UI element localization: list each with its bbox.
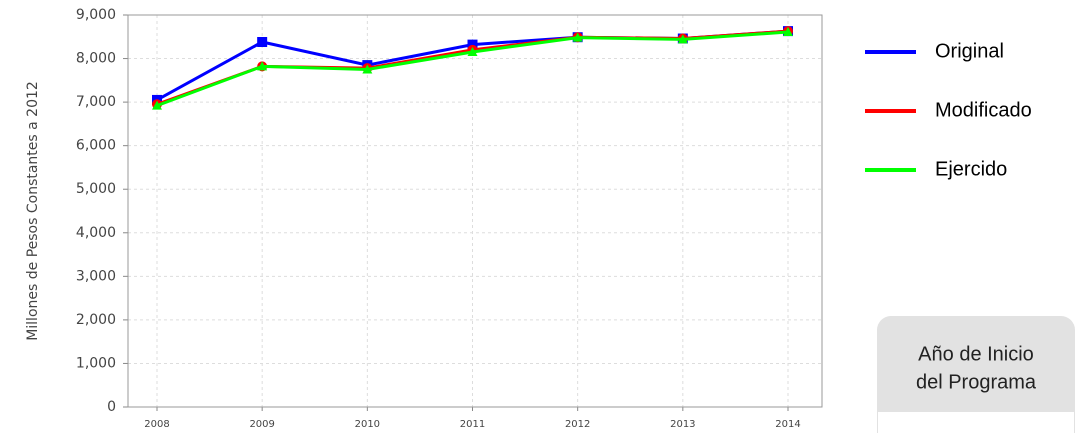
sidebar-title: del Programa — [916, 371, 1037, 393]
marker — [783, 26, 793, 36]
y-tick-label: 5,000 — [76, 181, 116, 197]
y-tick-label: 8,000 — [76, 51, 116, 67]
plot-area — [128, 15, 822, 407]
y-axis-title: Millones de Pesos Constantes a 2012 — [25, 81, 41, 341]
legend-label: Original — [935, 40, 1004, 62]
legend-label: Ejercido — [935, 158, 1007, 180]
y-tick-label: 9,000 — [76, 7, 116, 23]
x-tick-label: 2014 — [775, 419, 800, 430]
plot-border — [127, 14, 823, 408]
y-tick-label: 7,000 — [76, 94, 116, 110]
marker — [467, 39, 478, 50]
x-tick-label: 2011 — [460, 419, 485, 430]
marker — [362, 64, 373, 74]
y-tick-label: 3,000 — [76, 268, 116, 284]
x-tick-label: 2013 — [670, 419, 695, 430]
legend-label: Modificado — [935, 99, 1032, 121]
x-tick-label: 2010 — [355, 419, 380, 430]
marker — [572, 32, 583, 42]
x-tick-label: 2009 — [249, 419, 274, 430]
y-tick-label: 0 — [107, 399, 116, 415]
x-tick-label: 2012 — [565, 419, 590, 430]
marker — [257, 61, 268, 71]
marker — [677, 34, 688, 44]
y-tick-label: 1,000 — [76, 355, 116, 371]
y-tick-label: 2,000 — [76, 312, 116, 328]
marker — [152, 100, 162, 110]
sidebar-body — [878, 412, 1074, 433]
sidebar-title: Año de Inicio — [918, 343, 1034, 365]
y-tick-label: 6,000 — [76, 138, 116, 154]
sidebar-box — [877, 316, 1075, 433]
marker — [467, 47, 478, 57]
marker — [257, 37, 268, 48]
x-tick-label: 2008 — [144, 419, 169, 430]
y-tick-label: 4,000 — [76, 225, 116, 241]
